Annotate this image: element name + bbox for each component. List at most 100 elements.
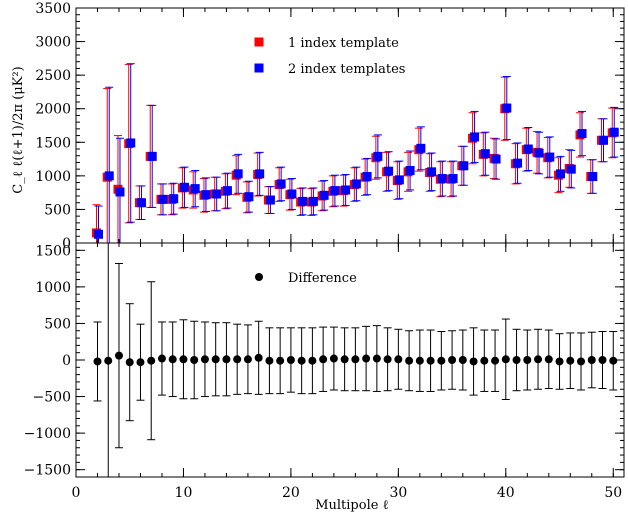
top-data-point bbox=[233, 169, 243, 179]
bottom-data-point bbox=[190, 356, 199, 364]
bottom-legend: Difference bbox=[255, 271, 357, 286]
top-data-point bbox=[265, 195, 275, 205]
top-data-point bbox=[577, 129, 587, 139]
bottom-series-0 bbox=[93, 243, 618, 477]
top-legend-marker bbox=[254, 37, 264, 47]
top-data-point bbox=[341, 185, 351, 195]
bottom-plot-area bbox=[93, 243, 618, 477]
bottom-y-tick-label: 1000 bbox=[35, 280, 71, 296]
top-data-point bbox=[588, 172, 598, 182]
top-data-point bbox=[276, 179, 286, 189]
bottom-data-point bbox=[340, 355, 349, 364]
top-data-point bbox=[201, 190, 211, 200]
top-data-point bbox=[179, 182, 189, 192]
bottom-data-point bbox=[501, 355, 510, 364]
bottom-data-point bbox=[469, 357, 478, 366]
top-y-tick-label: 3000 bbox=[35, 35, 71, 51]
top-data-point bbox=[566, 164, 576, 174]
top-data-point bbox=[384, 166, 394, 176]
bottom-data-point bbox=[544, 355, 553, 364]
y-axis-title: C_ℓ ℓ(ℓ+1)/2π (μK²) bbox=[11, 66, 26, 193]
bottom-data-point bbox=[265, 356, 274, 365]
top-series-0 bbox=[91, 63, 617, 243]
top-data-point bbox=[513, 158, 523, 168]
top-data-point bbox=[298, 196, 308, 206]
top-data-point bbox=[319, 190, 329, 200]
top-data-point bbox=[523, 144, 533, 154]
top-data-point bbox=[427, 167, 437, 177]
top-data-point bbox=[459, 161, 469, 171]
top-legend: 1 index template 2 index templates bbox=[254, 36, 405, 77]
x-tick-label: 50 bbox=[604, 485, 622, 501]
top-data-point bbox=[437, 174, 447, 184]
top-plot-area bbox=[91, 63, 619, 243]
bottom-data-point bbox=[491, 356, 500, 365]
bottom-data-point bbox=[104, 356, 113, 365]
bottom-data-point bbox=[254, 353, 263, 362]
top-data-point bbox=[212, 189, 222, 199]
top-data-point bbox=[373, 151, 383, 161]
top-y-tick-label: 1000 bbox=[35, 169, 71, 185]
top-data-point bbox=[147, 151, 157, 161]
bottom-data-point bbox=[372, 354, 381, 363]
bottom-data-point bbox=[555, 357, 564, 366]
top-legend-label: 2 index templates bbox=[288, 62, 405, 77]
bottom-legend-marker bbox=[255, 273, 263, 281]
bottom-data-point bbox=[587, 356, 596, 364]
bottom-legend-label: Difference bbox=[288, 271, 357, 286]
bottom-data-point bbox=[362, 354, 371, 363]
bottom-y-tick-label: −1000 bbox=[24, 426, 71, 442]
top-data-point bbox=[104, 171, 114, 181]
x-tick-label: 30 bbox=[389, 485, 407, 501]
top-data-point bbox=[169, 194, 179, 204]
top-data-point bbox=[190, 184, 200, 194]
bottom-data-point bbox=[179, 355, 188, 364]
bottom-data-point bbox=[297, 356, 306, 365]
bottom-data-point bbox=[351, 355, 360, 364]
top-data-point bbox=[502, 103, 512, 113]
bottom-data-point bbox=[566, 356, 575, 365]
bottom-data-point bbox=[114, 351, 123, 360]
top-data-point bbox=[93, 229, 103, 239]
top-legend-marker bbox=[254, 63, 264, 73]
top-data-point bbox=[609, 127, 619, 137]
top-y-tick-label: 1500 bbox=[35, 135, 71, 151]
top-data-point bbox=[545, 152, 555, 162]
top-data-point bbox=[158, 194, 168, 204]
bottom-data-point bbox=[458, 356, 467, 364]
top-y-tick-label: 0 bbox=[62, 236, 71, 252]
top-data-point bbox=[480, 149, 490, 159]
bottom-y-tick-label: 500 bbox=[44, 316, 71, 332]
bottom-data-point bbox=[437, 356, 446, 365]
bottom-data-point bbox=[394, 355, 403, 364]
top-data-point bbox=[491, 154, 501, 164]
bottom-data-point bbox=[308, 356, 317, 365]
bottom-data-point bbox=[157, 354, 166, 363]
top-data-point bbox=[448, 174, 458, 184]
top-data-point bbox=[351, 179, 361, 189]
top-data-point bbox=[416, 143, 426, 153]
top-data-point bbox=[362, 172, 372, 182]
bottom-data-point bbox=[147, 356, 156, 365]
bottom-data-point bbox=[534, 355, 543, 364]
top-data-point bbox=[222, 186, 232, 196]
top-data-point bbox=[470, 132, 480, 142]
bottom-data-point bbox=[480, 356, 489, 365]
bottom-data-point bbox=[211, 355, 220, 364]
bottom-data-point bbox=[577, 357, 586, 366]
top-data-point bbox=[255, 169, 265, 179]
top-data-point bbox=[126, 138, 136, 148]
x-tick-label: 20 bbox=[282, 485, 300, 501]
bottom-y-tick-label: 0 bbox=[62, 353, 71, 369]
top-data-point bbox=[244, 192, 254, 202]
x-tick-label: 10 bbox=[175, 485, 193, 501]
bottom-y-tick-label: −1500 bbox=[24, 463, 71, 479]
bottom-data-point bbox=[286, 356, 295, 364]
bottom-data-point bbox=[405, 356, 414, 365]
bottom-data-point bbox=[168, 355, 177, 364]
bottom-data-point bbox=[609, 356, 618, 365]
bottom-data-point bbox=[233, 355, 242, 364]
bottom-data-point bbox=[222, 355, 231, 364]
